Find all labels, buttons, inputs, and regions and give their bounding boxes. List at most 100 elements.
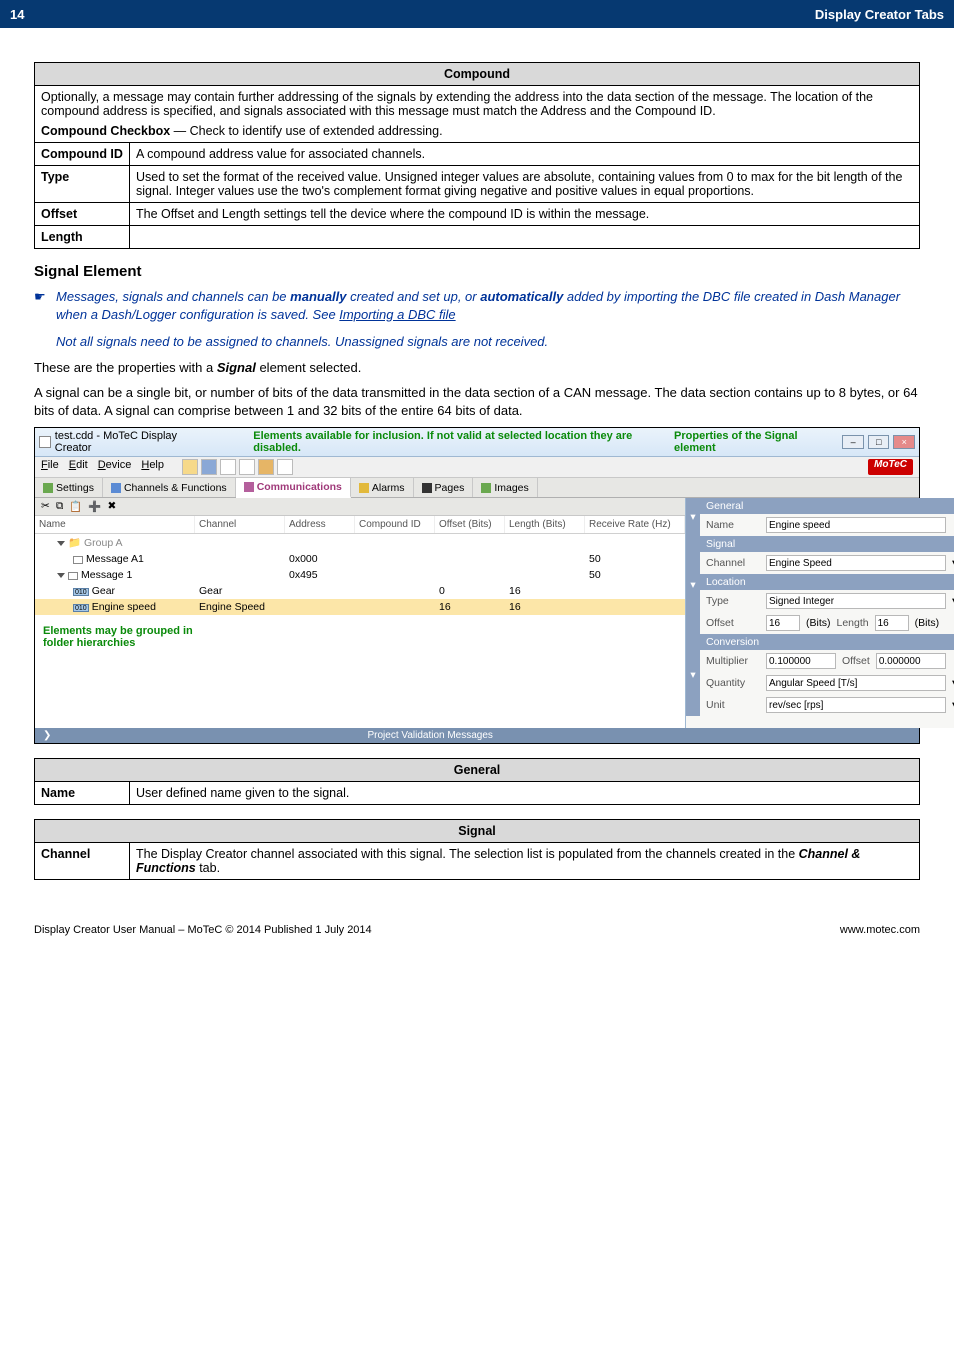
page-header: 14 Display Creator Tabs: [0, 0, 954, 28]
prop-unit-label: Unit: [706, 699, 760, 711]
signal-element-heading: Signal Element: [34, 263, 920, 280]
menu-edit[interactable]: Edit: [69, 459, 88, 475]
compound-row1-value: Used to set the format of the received v…: [130, 166, 920, 203]
grid-body: 📁 Group A Message A1 0x00050 Message 1 0…: [35, 534, 685, 615]
compound-row0-value: A compound address value for associated …: [130, 143, 920, 166]
signal-icon: 010: [73, 604, 89, 612]
compound-row3-label: Length: [35, 226, 130, 249]
prop-unit-select[interactable]: [766, 697, 946, 713]
signal-para2: A signal can be a single bit, or number …: [34, 384, 920, 419]
para1-pre: These are the properties with a: [34, 360, 217, 375]
signal-header: Signal: [35, 820, 920, 843]
prop-mult-input[interactable]: [766, 653, 836, 669]
prop-length-input[interactable]: [875, 615, 909, 631]
menu-help[interactable]: Help: [141, 459, 164, 475]
expand-icon[interactable]: [57, 573, 65, 578]
toolbar-open-icon[interactable]: [182, 459, 198, 475]
signal-row0-value: The Display Creator channel associated w…: [130, 843, 920, 880]
elem-annot: Elements may be grouped in folder hierar…: [35, 615, 685, 659]
cut-icon[interactable]: ✂: [41, 500, 50, 513]
prop-general-hdr: General: [700, 498, 954, 514]
delete-icon[interactable]: ✖: [107, 500, 116, 513]
bits-label2: (Bits): [915, 617, 940, 629]
tab-alarms[interactable]: Alarms: [351, 478, 414, 497]
prop-conversion-hdr: Conversion: [700, 634, 954, 650]
tree-row-msg-a1[interactable]: Message A1 0x00050: [35, 551, 685, 567]
page-number: 14: [10, 7, 24, 22]
tree-row-msg-1[interactable]: Message 1 0x49550: [35, 567, 685, 583]
close-button[interactable]: ×: [893, 435, 915, 449]
compound-header: Compound: [35, 63, 920, 86]
annot-top: Elements available for inclusion. If not…: [253, 430, 674, 454]
tab-channels[interactable]: Channels & Functions: [103, 478, 236, 497]
pvm-label: Project Validation Messages: [367, 730, 492, 741]
tab-communications[interactable]: Communications: [236, 478, 351, 498]
add-icon[interactable]: ➕: [88, 500, 101, 513]
general-row0-label: Name: [35, 782, 130, 805]
footer-left: Display Creator User Manual – MoTeC © 20…: [34, 924, 372, 936]
message-icon: [68, 572, 78, 580]
menubar: File Edit Device Help MoTeC: [35, 457, 919, 478]
toolbar-save-icon[interactable]: [201, 459, 217, 475]
tab-images[interactable]: Images: [473, 478, 537, 497]
screenshot: test.cdd - MoTeC Display Creator Element…: [34, 427, 920, 744]
window-titlebar: test.cdd - MoTeC Display Creator Element…: [35, 428, 919, 457]
toolbar-undo-icon[interactable]: [220, 459, 236, 475]
compound-row3-value: [130, 226, 920, 249]
footer: Display Creator User Manual – MoTeC © 20…: [0, 894, 954, 954]
expand-icon[interactable]: [57, 541, 65, 546]
project-validation-bar[interactable]: ❯ Project Validation Messages: [35, 728, 919, 743]
compound-row2-label: Offset: [35, 203, 130, 226]
compound-row1-label: Type: [35, 166, 130, 203]
comms-icon: [244, 482, 254, 492]
collapse-icon[interactable]: ▾: [686, 634, 700, 716]
general-row0-value: User defined name given to the signal.: [130, 782, 920, 805]
settings-icon: [43, 483, 53, 493]
compound-intro: Optionally, a message may contain furthe…: [41, 90, 913, 118]
grid-header: Name Channel Address Compound ID Offset …: [35, 516, 685, 534]
chevron-up-icon[interactable]: ❯: [43, 730, 51, 741]
prop-name-input[interactable]: [766, 517, 946, 533]
menu-file[interactable]: File: [41, 459, 59, 475]
prop-mult-label: Multiplier: [706, 655, 760, 667]
signal-table: Signal Channel The Display Creator chann…: [34, 819, 920, 880]
compound-checkbox-rest: — Check to identify use of extended addr…: [170, 124, 442, 138]
prop-name-label: Name: [706, 519, 760, 531]
tree-row-engine-speed[interactable]: 010Engine speed Engine Speed1616: [35, 599, 685, 615]
tab-pages[interactable]: Pages: [414, 478, 474, 497]
footer-right: www.motec.com: [840, 924, 920, 936]
prop-qty-select[interactable]: [766, 675, 946, 691]
prop-type-select[interactable]: [766, 593, 946, 609]
toolbar-send-icon[interactable]: [258, 459, 274, 475]
para1-b: Signal: [217, 360, 256, 375]
collapse-icon[interactable]: ▾: [686, 536, 700, 634]
copy-icon[interactable]: ⧉: [56, 500, 64, 513]
toolbar-other-icon[interactable]: [277, 459, 293, 475]
app-icon: [39, 436, 51, 448]
folder-icon: 📁: [68, 537, 81, 549]
signal-para1: These are the properties with a Signal e…: [34, 359, 920, 377]
collapse-icon[interactable]: ▾: [686, 498, 700, 536]
menu-device[interactable]: Device: [98, 459, 132, 475]
minimize-button[interactable]: –: [842, 435, 864, 449]
annot-right: Properties of the Signal element: [674, 430, 838, 454]
tree-row-group-a[interactable]: 📁 Group A: [35, 534, 685, 551]
prop-offset-input[interactable]: [766, 615, 800, 631]
prop-channel-label: Channel: [706, 557, 760, 569]
prop-location-hdr: Location: [700, 574, 954, 590]
prop-channel-input[interactable]: [766, 555, 946, 571]
tabs: Settings Channels & Functions Communicat…: [35, 478, 919, 498]
prop-coffset-input[interactable]: [876, 653, 946, 669]
paste-icon[interactable]: 📋: [69, 500, 82, 513]
compound-intro-cell: Optionally, a message may contain furthe…: [35, 86, 920, 143]
note1-link[interactable]: Importing a DBC file: [339, 307, 455, 322]
tab-settings[interactable]: Settings: [35, 478, 103, 497]
note1-b1: manually: [290, 289, 346, 304]
tree-row-gear[interactable]: 010Gear Gear016: [35, 583, 685, 599]
note-1: ☛ Messages, signals and channels can be …: [56, 288, 920, 323]
toolbar-redo-icon[interactable]: [239, 459, 255, 475]
maximize-button[interactable]: □: [868, 435, 890, 449]
images-icon: [481, 483, 491, 493]
compound-row2-value: The Offset and Length settings tell the …: [130, 203, 920, 226]
prop-qty-label: Quantity: [706, 677, 760, 689]
